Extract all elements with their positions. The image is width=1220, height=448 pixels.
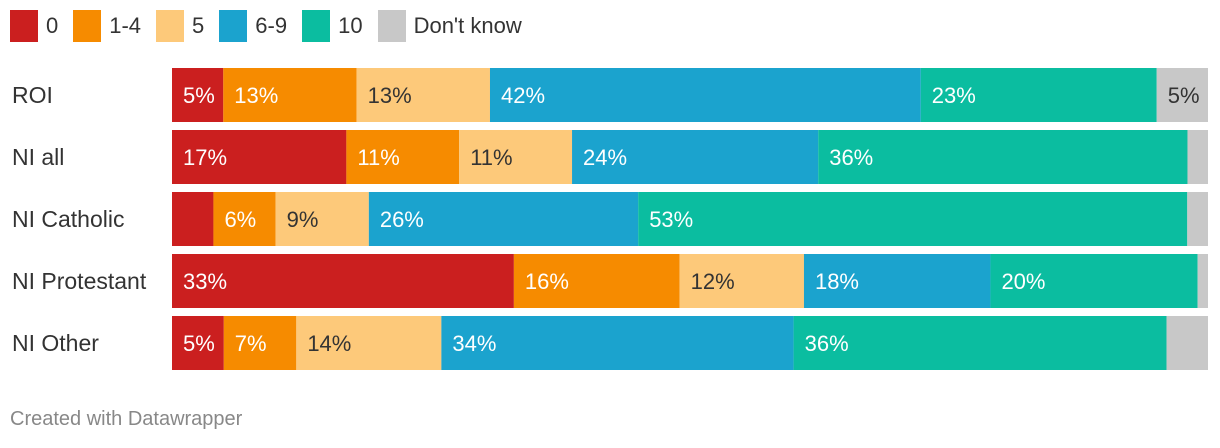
legend-swatch bbox=[302, 10, 331, 42]
data-label-ni-all-1-4: 11% bbox=[357, 145, 399, 170]
bar-segment-ni-catholic-6-9 bbox=[368, 192, 639, 246]
data-label-roi-5: 13% bbox=[368, 83, 412, 108]
bar-segment-ni-catholic-10 bbox=[638, 192, 1188, 246]
stacked-bar-chart: ROI 5% 13% 13% 42% 23% 5% NI all 17% 11% 11% 24% 36%… bbox=[12, 68, 1208, 370]
data-label-ni-other-1-4: 7% bbox=[235, 331, 267, 356]
bar-segment-ni-protestant-don-t-know bbox=[1197, 254, 1208, 308]
bar-segment-roi-don-t-know bbox=[1156, 68, 1208, 122]
row-label-roi: ROI bbox=[12, 82, 53, 108]
data-label-ni-catholic-10: 53% bbox=[649, 207, 693, 232]
legend-item-1-4: 1-4 bbox=[73, 10, 141, 42]
chart-legend: 0 1-4 5 6-9 10 Don't know bbox=[10, 10, 537, 42]
data-label-ni-protestant-1-4: 16% bbox=[525, 269, 569, 294]
bar-segment-ni-all-6-9 bbox=[572, 130, 819, 184]
data-label-ni-all-10: 36% bbox=[829, 145, 873, 170]
row-label-ni-all: NI all bbox=[12, 144, 64, 170]
bar-segment-ni-other-0 bbox=[172, 316, 224, 370]
bar-segment-roi-10 bbox=[920, 68, 1157, 122]
data-label-ni-other-5: 14% bbox=[307, 331, 351, 356]
data-label-ni-protestant-10: 20% bbox=[1001, 269, 1045, 294]
data-label-ni-catholic-1-4: 6% bbox=[224, 207, 256, 232]
bar-segment-ni-protestant-1-4 bbox=[513, 254, 680, 308]
bar-segment-ni-other-don-t-know bbox=[1166, 316, 1208, 370]
data-label-roi-6-9: 42% bbox=[501, 83, 545, 108]
bar-segment-ni-all-don-t-know bbox=[1187, 130, 1208, 184]
bar-segment-ni-all-10 bbox=[818, 130, 1188, 184]
legend-item-10: 10 bbox=[302, 10, 363, 42]
data-label-ni-other-0: 5% bbox=[183, 331, 215, 356]
bar-segment-roi-6-9 bbox=[489, 68, 921, 122]
row-label-ni-protestant: NI Protestant bbox=[12, 268, 147, 294]
bar-segment-ni-other-10 bbox=[793, 316, 1167, 370]
bar-segment-ni-catholic-1-4 bbox=[213, 192, 276, 246]
data-label-roi-don-t-know: 5% bbox=[1168, 83, 1200, 108]
data-label-ni-other-6-9: 34% bbox=[452, 331, 496, 356]
legend-label: 5 bbox=[192, 13, 205, 38]
legend-item-0: 0 bbox=[10, 10, 58, 42]
legend-item-don-t-know: Don't know bbox=[377, 10, 522, 42]
legend-label: 0 bbox=[46, 13, 59, 38]
legend-label: 1-4 bbox=[109, 13, 142, 38]
bar-segment-roi-5 bbox=[356, 68, 490, 122]
legend-label: Don't know bbox=[413, 13, 522, 38]
data-label-ni-catholic-6-9: 26% bbox=[380, 207, 424, 232]
credit-text: Created with Datawrapper bbox=[10, 408, 243, 430]
legend-swatch bbox=[156, 10, 185, 42]
bar-segment-ni-all-0 bbox=[172, 130, 347, 184]
bar-segment-ni-all-1-4 bbox=[346, 130, 460, 184]
data-label-roi-10: 23% bbox=[932, 83, 976, 108]
legend-swatch bbox=[73, 10, 102, 42]
bar-segment-ni-other-5 bbox=[296, 316, 442, 370]
legend-swatch bbox=[219, 10, 248, 42]
bar-segment-ni-other-1-4 bbox=[223, 316, 297, 370]
legend-swatch bbox=[10, 10, 38, 42]
bar-segment-ni-catholic-0 bbox=[172, 192, 214, 246]
legend-item-6-9: 6-9 bbox=[219, 10, 287, 42]
data-label-roi-1-4: 13% bbox=[234, 83, 278, 108]
legend-label: 6-9 bbox=[255, 13, 288, 38]
row-label-ni-catholic: NI Catholic bbox=[12, 206, 124, 232]
data-label-ni-protestant-5: 12% bbox=[691, 269, 735, 294]
data-label-ni-other-10: 36% bbox=[805, 331, 849, 356]
legend-item-5: 5 bbox=[156, 10, 204, 42]
data-label-ni-all-0: 17% bbox=[183, 145, 227, 170]
data-label-ni-protestant-6-9: 18% bbox=[815, 269, 859, 294]
data-label-ni-catholic-5: 9% bbox=[287, 207, 319, 232]
bar-segment-ni-other-6-9 bbox=[441, 316, 794, 370]
bar-segment-ni-catholic-don-t-know bbox=[1187, 192, 1208, 246]
data-label-ni-all-6-9: 24% bbox=[583, 145, 627, 170]
bar-segment-ni-protestant-0 bbox=[172, 254, 514, 308]
row-label-ni-other: NI Other bbox=[12, 330, 99, 356]
bar-segment-ni-protestant-6-9 bbox=[803, 254, 991, 308]
bar-segment-roi-1-4 bbox=[223, 68, 357, 122]
bar-segment-ni-protestant-5 bbox=[679, 254, 804, 308]
bar-segment-ni-all-5 bbox=[459, 130, 573, 184]
data-label-roi-0: 5% bbox=[183, 83, 215, 108]
legend-swatch bbox=[377, 10, 406, 42]
legend-label: 10 bbox=[338, 13, 363, 38]
bar-segment-ni-protestant-10 bbox=[990, 254, 1198, 308]
data-label-ni-protestant-0: 33% bbox=[183, 269, 227, 294]
bar-segment-roi-0 bbox=[172, 68, 224, 122]
bar-segment-ni-catholic-5 bbox=[275, 192, 369, 246]
data-label-ni-all-5: 11% bbox=[470, 145, 512, 170]
